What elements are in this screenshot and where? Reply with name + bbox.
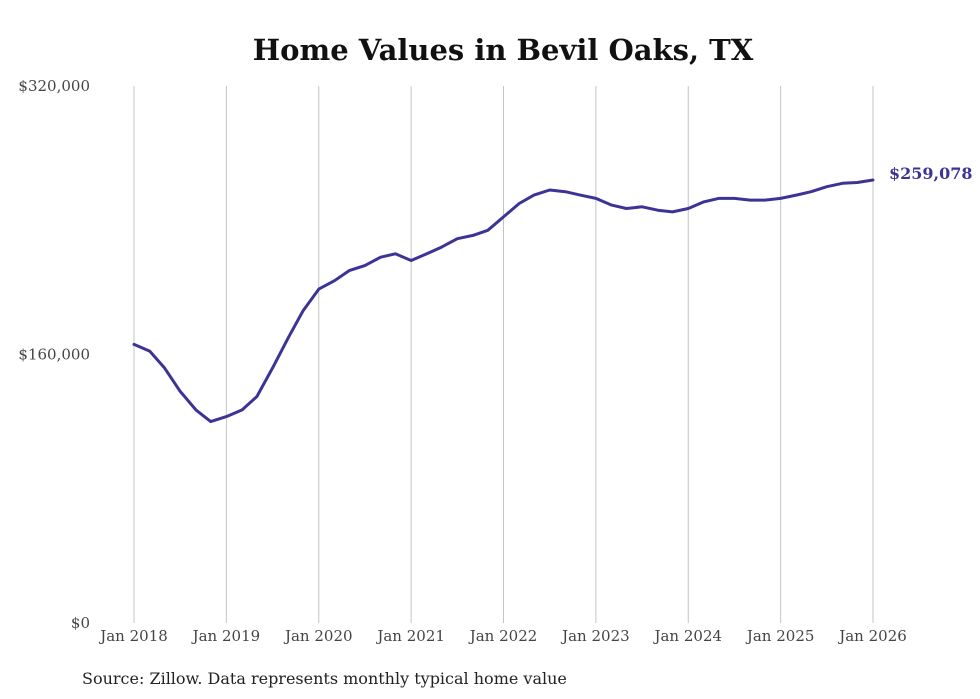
series-line: [132, 178, 875, 424]
x-axis-ticks: Jan 2018 Jan 2019 Jan 2020 Jan 2021 Jan 2022…: [98, 627, 907, 645]
x-tick-label: Jan 2020: [283, 627, 353, 645]
end-value-label: $259,078: [889, 164, 973, 183]
x-tick-label: Jan 2021: [375, 627, 445, 645]
x-tick-label: Jan 2019: [191, 627, 261, 645]
x-tick-label: Jan 2025: [745, 627, 815, 645]
x-tick-label: Jan 2023: [560, 627, 630, 645]
y-axis-ticks: $0 $160,000 $320,000: [18, 77, 90, 632]
y-tick-label: $160,000: [18, 346, 90, 364]
x-tick-label: Jan 2024: [652, 627, 722, 645]
gridlines: [133, 86, 874, 623]
series-layer: $259,078: [132, 164, 973, 424]
x-tick-label: Jan 2022: [468, 627, 538, 645]
source-note: Source: Zillow. Data represents monthly …: [82, 669, 567, 688]
x-tick-label: Jan 2018: [98, 627, 168, 645]
y-tick-label: $0: [71, 614, 90, 632]
chart-title: Home Values in Bevil Oaks, TX: [253, 33, 754, 67]
y-tick-label: $320,000: [18, 77, 90, 95]
x-tick-label: Jan 2026: [837, 627, 907, 645]
